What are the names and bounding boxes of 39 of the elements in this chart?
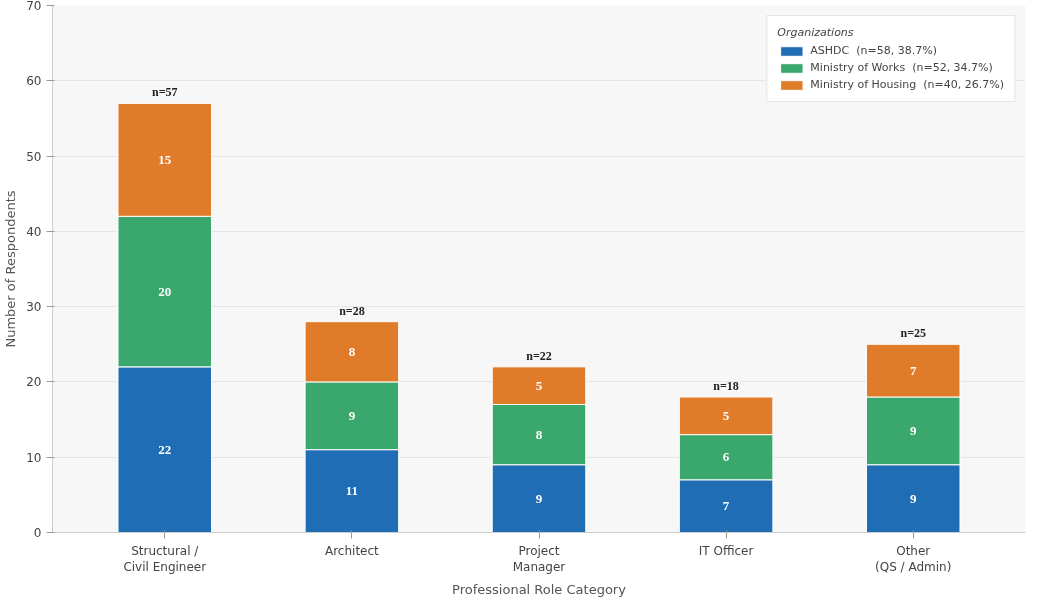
legend-label: Ministry of Works (n=52, 34.7%): [810, 61, 993, 74]
data-label: 9: [535, 490, 543, 506]
data-label: 9: [909, 422, 917, 438]
x-tick-label: Project Manager: [512, 543, 566, 575]
y-tick-label: 70: [26, 0, 42, 13]
y-tick-label: 0: [33, 526, 42, 540]
data-label: 22: [158, 441, 172, 457]
total-label: n=28: [339, 303, 365, 318]
data-label: 8: [348, 343, 356, 359]
data-label: 20: [158, 283, 172, 299]
data-label: 6: [722, 449, 730, 465]
y-tick-label: 60: [26, 74, 42, 89]
data-label: 5: [535, 377, 543, 393]
data-label: 7: [909, 362, 917, 378]
legend-label: Ministry of Housing (n=40, 26.7%): [810, 78, 1004, 91]
x-tick-label: Architect: [324, 543, 380, 558]
y-tick-label: 30: [26, 300, 42, 315]
y-tick-label: 10: [26, 450, 42, 465]
y-tick-label: 50: [26, 149, 42, 164]
data-label: 9: [909, 490, 917, 506]
data-label: 11: [345, 483, 359, 499]
total-label: n=57: [152, 85, 178, 100]
total-label: n=18: [713, 378, 739, 393]
x-tick-label: IT Officer: [698, 543, 754, 558]
data-label: 5: [722, 407, 730, 423]
data-label: 8: [535, 426, 543, 442]
legend-title: Organizations: [777, 26, 855, 39]
data-label: 9: [348, 407, 356, 423]
y-tick-label: 20: [26, 375, 42, 390]
total-label: n=22: [526, 348, 552, 363]
x-axis-title: Professional Role Category: [452, 582, 627, 598]
data-label: 7: [722, 498, 730, 514]
y-axis-title: Number of Respondents: [3, 190, 19, 348]
total-label: n=25: [900, 326, 926, 341]
x-tick-label: Other (QS / Admin): [875, 543, 952, 575]
legend-label: ASHDC (n=58, 38.7%): [810, 44, 937, 57]
y-tick-label: 40: [26, 224, 42, 239]
data-label: 15: [158, 151, 172, 167]
x-tick-label: Structural / Civil Engineer: [123, 543, 207, 575]
